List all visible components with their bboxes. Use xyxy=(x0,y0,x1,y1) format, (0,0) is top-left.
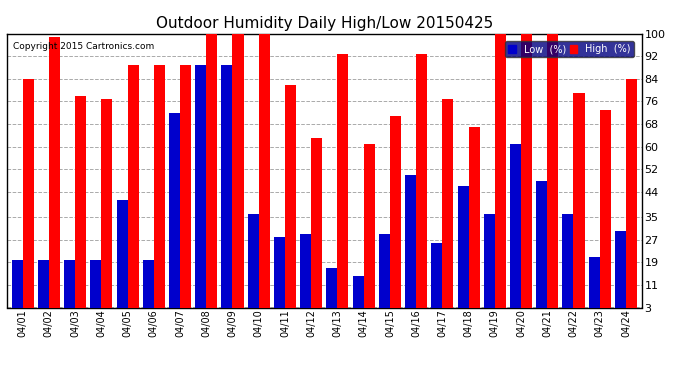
Bar xyxy=(326,268,337,308)
Bar xyxy=(457,186,469,308)
Bar xyxy=(180,65,191,308)
Bar xyxy=(484,214,495,308)
Bar xyxy=(626,79,637,308)
Bar xyxy=(206,34,217,308)
Bar xyxy=(353,276,364,308)
Bar xyxy=(285,84,296,308)
Bar xyxy=(195,65,206,308)
Bar xyxy=(536,180,547,308)
Bar xyxy=(431,243,442,308)
Bar xyxy=(154,65,165,308)
Bar xyxy=(117,200,128,308)
Bar xyxy=(300,234,311,308)
Bar xyxy=(510,144,521,308)
Text: Copyright 2015 Cartronics.com: Copyright 2015 Cartronics.com xyxy=(13,42,155,51)
Bar xyxy=(233,34,244,308)
Bar xyxy=(248,214,259,308)
Title: Outdoor Humidity Daily High/Low 20150425: Outdoor Humidity Daily High/Low 20150425 xyxy=(156,16,493,31)
Bar xyxy=(90,260,101,308)
Bar xyxy=(38,260,49,308)
Bar xyxy=(169,113,180,308)
Bar xyxy=(469,127,480,308)
Bar xyxy=(615,231,626,308)
Bar xyxy=(573,93,584,308)
Bar xyxy=(416,54,427,307)
Bar xyxy=(49,37,60,308)
Bar xyxy=(311,138,322,308)
Bar xyxy=(128,65,139,308)
Bar xyxy=(259,34,270,308)
Bar xyxy=(405,175,416,308)
Legend: Low  (%), High  (%): Low (%), High (%) xyxy=(505,41,633,57)
Bar xyxy=(12,260,23,308)
Bar xyxy=(379,234,390,308)
Bar xyxy=(64,260,75,308)
Bar xyxy=(562,214,573,308)
Bar xyxy=(101,99,112,308)
Bar xyxy=(442,99,453,308)
Bar xyxy=(495,34,506,308)
Bar xyxy=(337,54,348,307)
Bar xyxy=(274,237,285,308)
Bar xyxy=(23,79,34,308)
Bar xyxy=(221,65,233,308)
Bar xyxy=(143,260,154,308)
Bar xyxy=(75,96,86,308)
Bar xyxy=(547,34,558,308)
Bar xyxy=(589,257,600,307)
Bar xyxy=(364,144,375,308)
Bar xyxy=(521,34,532,308)
Bar xyxy=(600,110,611,308)
Bar xyxy=(390,116,401,308)
